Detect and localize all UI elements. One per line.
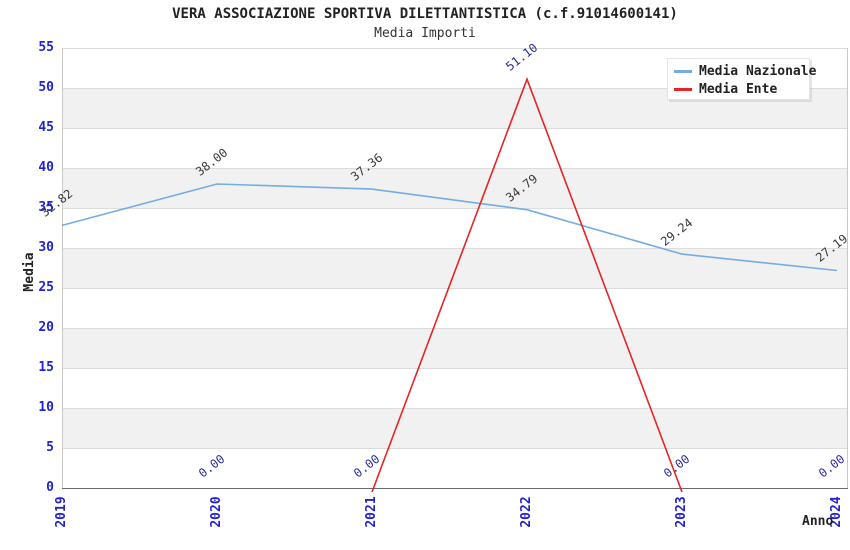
- y-tick-label: 5: [46, 440, 54, 455]
- y-tick-label: 55: [38, 40, 54, 55]
- legend: Media Nazionale Media Ente: [667, 58, 816, 100]
- y-tick-label: 15: [38, 360, 54, 375]
- legend-line-swatch: [674, 69, 692, 73]
- y-tick-label: 0: [46, 480, 54, 495]
- plot-band: [62, 208, 848, 248]
- x-axis-title: Anno: [802, 514, 834, 529]
- y-tick-label: 40: [38, 160, 54, 175]
- gridline: [62, 48, 848, 49]
- gridline: [62, 88, 848, 89]
- gridline: [62, 248, 848, 249]
- gridline: [62, 408, 848, 409]
- plot-band: [62, 328, 848, 368]
- gridline: [62, 128, 848, 129]
- y-axis-line: [62, 48, 63, 488]
- y-tick-label: 30: [38, 240, 54, 255]
- y-tick-label: 25: [38, 280, 54, 295]
- legend-label: Media Nazionale: [699, 63, 817, 79]
- x-tick-label: 2020: [209, 496, 224, 528]
- x-tick-label: 2023: [674, 496, 689, 528]
- legend-item: Media Nazionale: [674, 62, 816, 80]
- plot-band: [62, 128, 848, 168]
- legend-label: Media Ente: [699, 81, 778, 97]
- chart-title: VERA ASSOCIAZIONE SPORTIVA DILETTANTISTI…: [172, 6, 678, 22]
- plot-band: [62, 168, 848, 208]
- series-line-media-ente: [371, 76, 683, 493]
- plot-band: [62, 448, 848, 488]
- plot-band: [62, 288, 848, 328]
- y-tick-label: 20: [38, 320, 54, 335]
- gridline: [62, 448, 848, 449]
- gridline: [62, 208, 848, 209]
- gridline: [62, 368, 848, 369]
- gridline: [62, 168, 848, 169]
- y-tick-label: 35: [38, 200, 54, 215]
- y-tick-label: 10: [38, 400, 54, 415]
- plot-right-border: [847, 48, 848, 488]
- plot-band: [62, 368, 848, 408]
- y-axis-title: Media: [22, 252, 37, 292]
- gridline: [62, 328, 848, 329]
- y-tick-label: 50: [38, 80, 54, 95]
- legend-line-swatch: [674, 87, 692, 91]
- x-axis-line: [62, 488, 848, 489]
- series-line-media-nazionale: [61, 183, 838, 272]
- x-tick-label: 2021: [364, 496, 379, 528]
- plot-band: [62, 248, 848, 288]
- plot-band: [62, 408, 848, 448]
- x-tick-label: 2022: [519, 496, 534, 528]
- chart-subtitle: Media Importi: [374, 26, 476, 41]
- x-tick-label: 2019: [54, 496, 69, 528]
- gridline: [62, 288, 848, 289]
- legend-item: Media Ente: [674, 80, 809, 98]
- y-tick-label: 45: [38, 120, 54, 135]
